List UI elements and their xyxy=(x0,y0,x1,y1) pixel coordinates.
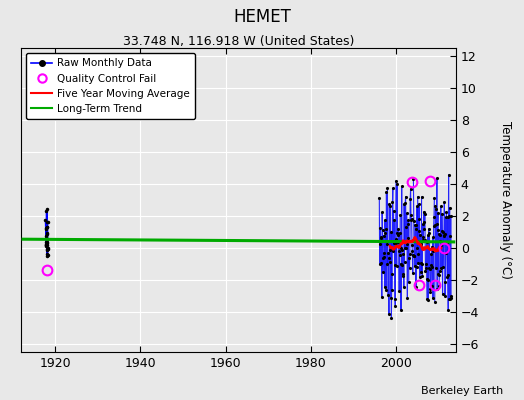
Text: Berkeley Earth: Berkeley Earth xyxy=(421,386,503,396)
Y-axis label: Temperature Anomaly (°C): Temperature Anomaly (°C) xyxy=(498,121,511,279)
Legend: Raw Monthly Data, Quality Control Fail, Five Year Moving Average, Long-Term Tren: Raw Monthly Data, Quality Control Fail, … xyxy=(26,53,195,119)
Title: 33.748 N, 116.918 W (United States): 33.748 N, 116.918 W (United States) xyxy=(123,35,354,48)
Text: HEMET: HEMET xyxy=(233,8,291,26)
